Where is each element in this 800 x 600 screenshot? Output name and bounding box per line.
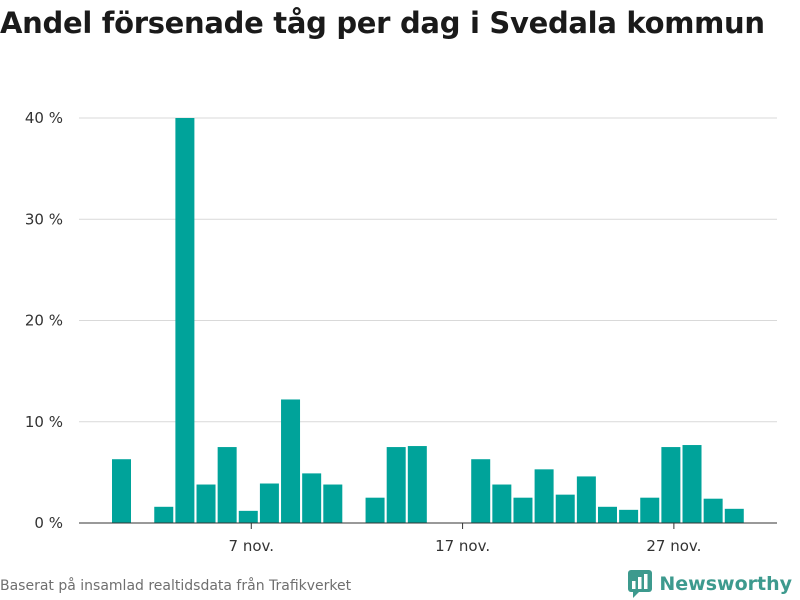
bar bbox=[619, 509, 639, 523]
bar bbox=[217, 447, 237, 523]
y-tick-label: 0 % bbox=[34, 514, 63, 532]
bar bbox=[365, 497, 385, 523]
bar bbox=[513, 497, 533, 523]
bar bbox=[682, 445, 702, 523]
y-tick-label: 30 % bbox=[25, 210, 63, 228]
bar bbox=[175, 118, 195, 523]
bar bbox=[576, 476, 596, 523]
chart-title: Andel försenade tåg per dag i Svedala ko… bbox=[0, 6, 765, 40]
bars bbox=[112, 118, 744, 523]
y-axis-labels: 0 % 10 % 20 % 30 % 40 % bbox=[25, 109, 63, 532]
bar bbox=[302, 473, 322, 523]
bar bbox=[471, 459, 491, 523]
bar bbox=[661, 447, 681, 523]
x-tick-label: 27 nov. bbox=[646, 537, 701, 555]
brand-name: Newsworthy bbox=[659, 573, 792, 595]
x-tick-label: 7 nov. bbox=[229, 537, 274, 555]
bar bbox=[154, 506, 174, 523]
bar bbox=[259, 483, 279, 523]
y-tick-label: 40 % bbox=[25, 109, 63, 127]
bar bbox=[386, 447, 406, 523]
newsworthy-logo-icon bbox=[628, 570, 653, 598]
brand-logo[interactable]: Newsworthy bbox=[627, 569, 792, 599]
bar bbox=[555, 494, 575, 523]
source-note: Baserat på insamlad realtidsdata från Tr… bbox=[0, 578, 352, 594]
bar bbox=[703, 498, 723, 523]
bar bbox=[238, 510, 258, 523]
bar bbox=[640, 497, 660, 523]
y-tick-label: 10 % bbox=[25, 413, 63, 431]
bar bbox=[724, 508, 744, 523]
bar bbox=[112, 459, 131, 523]
bar bbox=[597, 506, 617, 523]
x-tick-label: 17 nov. bbox=[435, 537, 490, 555]
bar bbox=[534, 469, 554, 523]
x-axis-ticks: 7 nov. 17 nov. 27 nov. bbox=[229, 523, 701, 555]
y-tick-label: 20 % bbox=[25, 312, 63, 330]
bar bbox=[281, 399, 301, 523]
bar bbox=[407, 446, 427, 523]
bar bbox=[196, 484, 216, 523]
bar bbox=[323, 484, 343, 523]
gridlines bbox=[79, 117, 777, 423]
bar bbox=[492, 484, 512, 523]
